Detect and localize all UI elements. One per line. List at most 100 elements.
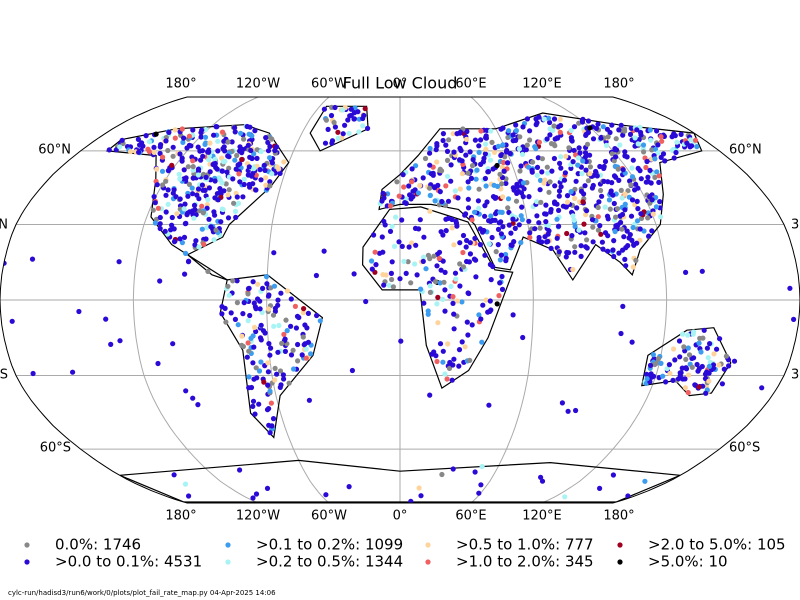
station-dot — [557, 160, 563, 166]
station-dot — [272, 365, 278, 371]
station-dot — [266, 341, 272, 347]
station-dot — [660, 373, 666, 379]
station-dot — [543, 211, 549, 217]
station-dot — [381, 195, 387, 201]
station-dot — [438, 267, 444, 273]
lon-label: 180° — [603, 77, 634, 92]
station-dot — [135, 136, 141, 142]
station-dot — [275, 349, 281, 355]
station-dot — [420, 258, 426, 264]
station-dot — [166, 129, 172, 135]
station-dot — [450, 466, 456, 472]
station-dot — [573, 407, 579, 414]
station-dot — [640, 142, 647, 148]
station-dot — [171, 187, 177, 193]
station-dot — [584, 208, 590, 214]
station-dot — [433, 147, 439, 153]
station-dot — [699, 268, 705, 274]
station-dot — [271, 283, 278, 289]
station-dot — [397, 276, 403, 282]
station-dot — [127, 149, 134, 155]
station-dot — [448, 283, 454, 289]
station-dot — [434, 358, 440, 365]
station-dot — [270, 416, 277, 422]
station-dot — [673, 149, 679, 156]
station-dot — [482, 213, 488, 219]
station-dot — [601, 178, 607, 184]
station-dot — [609, 151, 615, 157]
station-dot — [177, 196, 183, 202]
station-dot — [635, 185, 641, 191]
station-dot — [655, 150, 661, 156]
station-dot — [349, 367, 355, 374]
lon-label: 120°E — [522, 77, 562, 92]
station-dot — [451, 326, 457, 332]
station-dot — [179, 155, 185, 161]
station-dot — [244, 354, 250, 360]
station-dot — [267, 183, 273, 189]
station-dot — [496, 220, 502, 226]
station-dot — [423, 266, 429, 272]
station-dot — [248, 147, 254, 154]
station-dot — [277, 170, 283, 176]
station-dot — [545, 238, 551, 244]
station-dot — [442, 269, 448, 275]
station-dot — [421, 234, 427, 240]
station-dot — [582, 154, 589, 160]
station-dot — [443, 183, 449, 189]
station-dot — [454, 223, 460, 229]
station-dot — [239, 150, 245, 156]
lon-label: 60°E — [455, 77, 486, 92]
station-dot — [686, 372, 692, 378]
station-dot — [703, 390, 709, 396]
station-dot — [652, 156, 658, 162]
station-dot — [237, 467, 243, 473]
station-dot — [539, 156, 546, 162]
station-dot — [205, 268, 211, 274]
station-dot — [449, 377, 455, 383]
station-dot — [155, 205, 161, 211]
station-dot — [247, 312, 253, 319]
station-dot — [449, 225, 455, 231]
station-dot — [230, 176, 236, 182]
station-dot — [459, 171, 465, 177]
station-dot — [190, 158, 196, 164]
station-dot — [444, 376, 450, 382]
station-dot — [408, 196, 414, 202]
station-dot — [488, 213, 494, 219]
station-dot — [516, 146, 523, 152]
station-dot — [410, 188, 416, 194]
station-dot — [654, 128, 660, 134]
station-dot — [207, 140, 213, 146]
station-dot — [286, 380, 292, 386]
station-dot — [534, 199, 540, 205]
station-dot — [213, 124, 219, 130]
station-dot — [450, 131, 456, 137]
station-dot — [562, 170, 569, 176]
station-dot — [246, 131, 252, 137]
station-dot — [225, 215, 232, 221]
station-dot — [634, 240, 640, 246]
station-dot — [627, 131, 634, 137]
station-dot — [205, 197, 211, 203]
station-dot — [534, 213, 540, 219]
station-dot — [700, 335, 706, 341]
station-dot — [409, 166, 415, 172]
station-dot — [495, 242, 501, 248]
station-dot — [500, 125, 506, 131]
station-dot — [468, 175, 474, 181]
station-dot — [399, 217, 405, 223]
station-dot — [575, 162, 581, 168]
station-dot — [228, 310, 234, 316]
station-dot — [478, 482, 484, 488]
station-dot — [262, 167, 268, 173]
station-dot — [420, 254, 427, 260]
station-dot — [288, 296, 294, 302]
station-dot — [172, 127, 178, 133]
station-dot — [573, 178, 579, 184]
station-dot — [186, 181, 192, 187]
station-dot — [448, 162, 454, 168]
station-dot — [234, 194, 240, 200]
legend-label: >0.5 to 1.0%: 777 — [456, 536, 594, 554]
legend-marker — [617, 542, 623, 548]
